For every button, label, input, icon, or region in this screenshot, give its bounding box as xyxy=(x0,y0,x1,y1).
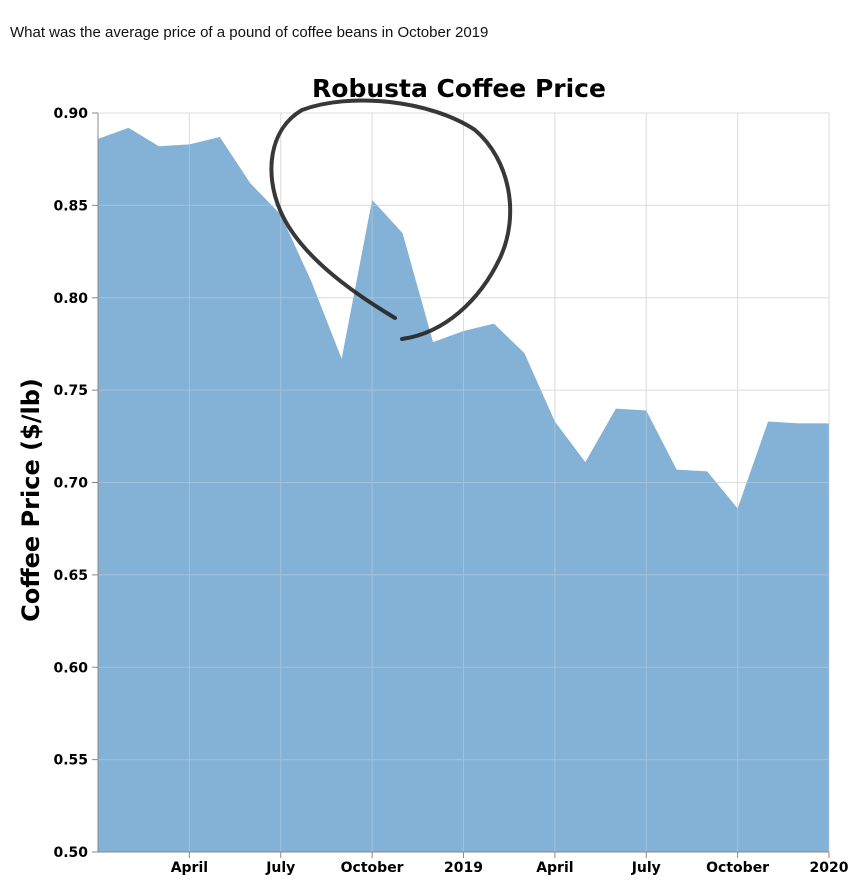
y-tick-label: 0.70 xyxy=(53,476,88,492)
y-tick-label: 0.85 xyxy=(53,198,88,214)
hand-drawn-circle-annotation xyxy=(269,98,513,341)
x-tick-label: October xyxy=(706,860,769,876)
y-tick-label: 0.90 xyxy=(53,106,88,122)
x-tick-label: 2019 xyxy=(444,860,483,876)
x-tick-label: 2020 xyxy=(810,860,849,876)
y-axis: 0.50 0.55 0.60 0.65 0.70 0.75 0.80 0.85 0.90 xyxy=(53,106,99,861)
x-tick-label: April xyxy=(171,860,208,876)
area-series xyxy=(98,127,829,852)
y-tick-label: 0.75 xyxy=(53,383,88,399)
x-tick-label: July xyxy=(265,860,295,876)
x-tick-label: July xyxy=(631,860,661,876)
y-axis-label: Coffee Price ($/lb) xyxy=(17,378,45,622)
y-tick-label: 0.65 xyxy=(53,568,88,584)
y-tick-label: 0.55 xyxy=(53,753,88,769)
y-tick-label: 0.80 xyxy=(53,291,88,307)
y-tick-label: 0.60 xyxy=(53,660,88,676)
question-text: What was the average price of a pound of… xyxy=(10,24,489,41)
x-axis: April July October 2019 April July October 2020 xyxy=(98,851,849,876)
y-tick-label: 0.50 xyxy=(53,845,88,861)
x-tick-label: October xyxy=(341,860,404,876)
chart-title: Robusta Coffee Price xyxy=(312,74,606,103)
x-tick-label: April xyxy=(536,860,573,876)
